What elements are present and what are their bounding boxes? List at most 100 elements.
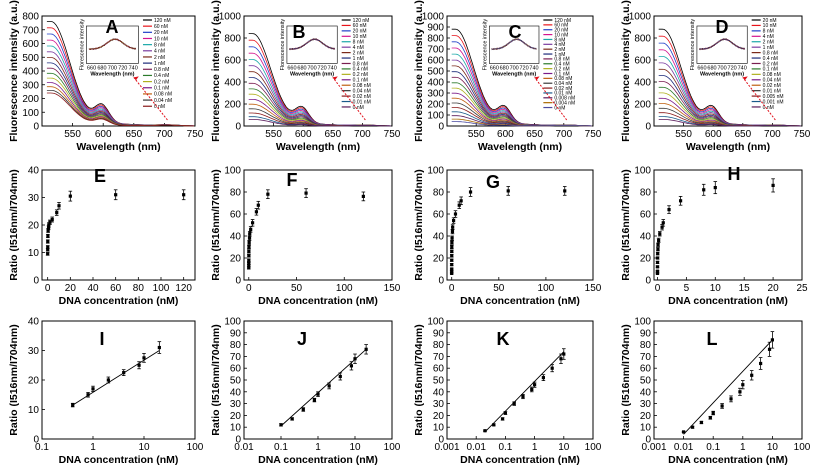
legend-entry: 0.1 nM — [353, 78, 368, 84]
y-tick-label: 0 — [235, 122, 241, 133]
y-tick-label: 0 — [235, 276, 241, 287]
data-point — [157, 345, 161, 350]
x-tick-label: 80 — [133, 283, 145, 294]
x-tick-label: 1 — [532, 442, 538, 453]
x-tick-label: 50 — [493, 283, 505, 294]
legend-entry: 2 nM — [154, 55, 165, 61]
data-point — [563, 189, 567, 193]
legend-entry: 0.04 nM — [353, 88, 371, 94]
y-tick-label: 70 — [230, 352, 242, 363]
y-tick-label: 0 — [33, 435, 39, 446]
x-tick-label: 0.1 — [706, 442, 720, 453]
x-tick-label: 0.1 — [498, 442, 512, 453]
data-point — [562, 352, 566, 356]
x-tick-label: 100 — [384, 442, 401, 453]
x-tick-label: 100 — [794, 442, 811, 453]
y-tick-label: 100 — [427, 166, 444, 177]
inset-x-tick-label: 740 — [328, 65, 337, 71]
data-point — [247, 241, 251, 245]
inset-y-title: Florescence intensity — [280, 19, 286, 71]
y-tick-label: 0 — [645, 122, 651, 133]
inset-frame — [489, 25, 540, 64]
data-point — [71, 403, 75, 407]
legend-entry: 0.04 nM — [763, 78, 781, 84]
x-tick-label: 10 — [558, 442, 570, 453]
data-point — [729, 397, 733, 401]
data-point — [660, 225, 664, 229]
data-point — [550, 366, 554, 370]
data-point — [708, 416, 712, 420]
legend-entry: 0 nM — [353, 105, 364, 111]
legend-entry: 0.04 nM — [154, 98, 172, 104]
y-tick-label: 20 — [433, 254, 445, 265]
legend-entry: 0.4 nM — [763, 56, 778, 62]
data-point — [451, 219, 456, 223]
y-tick-label: 600 — [634, 56, 651, 67]
legend-entry: 10 nM — [763, 23, 777, 29]
data-point — [46, 245, 50, 249]
data-point — [667, 208, 671, 212]
fit-line — [280, 348, 367, 427]
x-tick-label: 0.1 — [274, 442, 288, 453]
x-tick-label: 150 — [384, 283, 401, 294]
data-point — [122, 371, 126, 375]
y-tick-label: 20 — [640, 411, 652, 422]
legend-entry: 0.01 nM — [353, 99, 371, 105]
data-point — [690, 425, 695, 429]
x-tick-label: 750 — [585, 129, 602, 140]
x-tick-label: 0.001 — [641, 442, 666, 453]
data-point — [468, 190, 473, 194]
data-point — [106, 378, 110, 382]
y-tick-label: 600 — [427, 56, 444, 67]
data-point — [249, 227, 253, 231]
data-point — [771, 183, 775, 187]
data-point — [247, 236, 252, 240]
inset-x-title: Wavelength (nm) — [492, 71, 536, 77]
inset-y-title: Florescence intensity — [79, 19, 85, 71]
data-point — [503, 411, 507, 415]
y-tick-label: 0 — [33, 276, 39, 287]
y-tick-label: 400 — [22, 67, 39, 78]
x-tick-label: 600 — [497, 129, 514, 140]
inset-arrowhead — [534, 76, 540, 81]
y-axis-title: Ratio (I516nm/I704nm) — [210, 169, 222, 280]
y-tick-label: 70 — [433, 352, 445, 363]
y-tick-label: 10 — [640, 423, 652, 434]
x-tick-label: 150 — [585, 283, 602, 294]
legend-entry: 1 nM — [353, 56, 364, 62]
data-point — [316, 392, 320, 396]
y-tick-label: 70 — [640, 352, 652, 363]
fit-line — [72, 350, 160, 406]
x-tick-label: 20 — [768, 283, 780, 294]
y-tick-label: 20 — [230, 411, 242, 422]
x-tick-label: 10 — [767, 442, 779, 453]
data-point — [450, 269, 454, 273]
data-point — [247, 264, 251, 268]
legend-entry: 10 nM — [554, 32, 568, 38]
x-tick-label: 750 — [794, 129, 811, 140]
data-point — [247, 254, 251, 258]
legend-entry: 10 nM — [353, 34, 367, 40]
legend-entry: 0 nM — [763, 105, 774, 111]
data-point — [142, 356, 146, 360]
x-tick-label: 550 — [64, 129, 81, 140]
data-point — [47, 223, 51, 227]
legend-entry: 0 nM — [154, 104, 165, 110]
legend-entry: 0.004 nM — [554, 100, 575, 106]
panel-letter: J — [297, 329, 307, 349]
y-tick-label: 800 — [22, 12, 39, 23]
legend-entry: 20 nM — [353, 29, 367, 35]
legend-entry: 0.001 nM — [763, 99, 784, 105]
data-point — [450, 249, 454, 253]
data-point — [248, 232, 252, 236]
y-tick-label: 60 — [640, 210, 652, 221]
y-tick-label: 80 — [433, 340, 445, 351]
inset-x-tick-label: 660 — [697, 65, 706, 71]
inset-x-title: Wavelength (nm) — [290, 71, 334, 77]
y-tick-label: 30 — [28, 346, 40, 357]
data-point — [533, 383, 537, 387]
data-point — [658, 232, 662, 236]
inset-x-title: Wavelength (nm) — [90, 71, 134, 77]
